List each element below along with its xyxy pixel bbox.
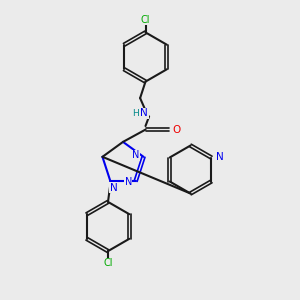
Text: Cl: Cl — [103, 258, 113, 268]
Text: O: O — [172, 124, 180, 135]
Text: N: N — [132, 150, 140, 160]
Text: N: N — [110, 183, 118, 193]
Text: N: N — [124, 178, 132, 188]
Text: Cl: Cl — [141, 15, 150, 25]
Text: N: N — [140, 108, 148, 118]
Text: N: N — [216, 152, 224, 163]
Text: H: H — [133, 109, 139, 118]
